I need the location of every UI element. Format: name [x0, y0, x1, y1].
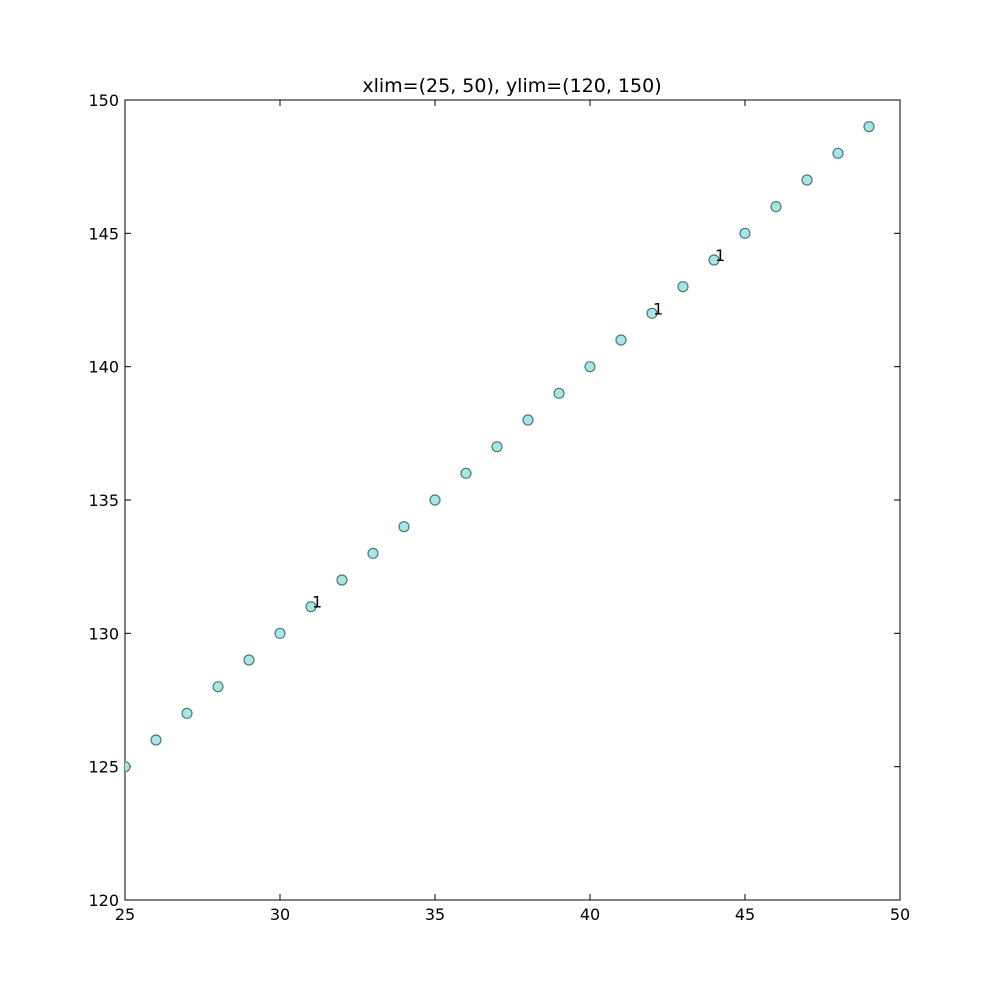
y-tick-label: 140 — [88, 358, 119, 377]
y-tick-label: 135 — [88, 491, 119, 510]
data-point — [708, 254, 720, 266]
y-tick-label: 130 — [88, 624, 119, 643]
data-point — [584, 361, 596, 373]
point-annotation: 1 — [653, 299, 663, 318]
data-point — [305, 601, 317, 613]
y-tick-label: 150 — [88, 91, 119, 110]
plot-area: 25 30 35 40 45 50 120 125 130 135 140 145 150 1 1 1 — [88, 91, 910, 924]
point-annotation: 1 — [312, 593, 322, 612]
data-point — [491, 441, 503, 453]
x-tick-label: 40 — [580, 905, 600, 924]
data-point — [863, 121, 875, 133]
data-point — [125, 761, 131, 773]
axes-frame — [124, 99, 901, 901]
data-point — [181, 707, 193, 719]
x-tick-label: 35 — [425, 905, 445, 924]
data-point — [770, 201, 782, 213]
x-tick-label: 45 — [735, 905, 755, 924]
data-point — [243, 654, 255, 666]
data-points — [125, 121, 875, 773]
data-point — [646, 307, 658, 319]
data-point — [522, 414, 534, 426]
y-tick-label: 125 — [88, 758, 119, 777]
point-annotation: 1 — [715, 246, 725, 265]
y-tick-label: 120 — [88, 891, 119, 910]
data-point — [274, 627, 286, 639]
data-point — [336, 574, 348, 586]
data-point — [460, 467, 472, 479]
data-point — [150, 734, 162, 746]
chart-title: xlim=(25, 50), ylim=(120, 150) — [362, 75, 661, 97]
data-point — [801, 174, 813, 186]
data-point — [429, 494, 441, 506]
x-tick-label: 50 — [890, 905, 910, 924]
data-point — [553, 387, 565, 399]
data-point — [615, 334, 627, 346]
data-point — [739, 227, 751, 239]
x-tick-label: 30 — [270, 905, 290, 924]
data-point — [677, 281, 689, 293]
y-tick-label: 145 — [88, 224, 119, 243]
data-point — [367, 547, 379, 559]
data-point — [832, 147, 844, 159]
x-tick-label: 25 — [115, 905, 135, 924]
data-point — [398, 521, 410, 533]
data-point — [212, 681, 224, 693]
